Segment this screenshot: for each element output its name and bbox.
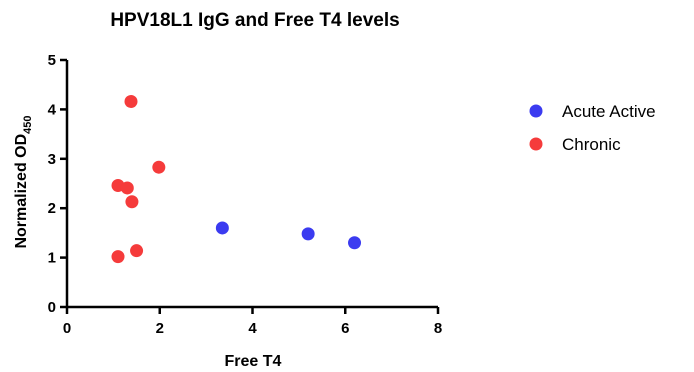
data-point-chronic xyxy=(111,250,125,264)
x-axis-label: Free T4 xyxy=(225,353,282,370)
svg-text:Normalized OD450: Normalized OD450 xyxy=(13,115,34,248)
data-points xyxy=(111,94,362,264)
tick-labels: 0 1 2 3 4 5 0 2 4 6 8 xyxy=(48,52,443,337)
x-tick-label: 8 xyxy=(434,320,442,337)
x-tick-label: 6 xyxy=(341,320,349,337)
legend-label: Chronic xyxy=(562,135,621,154)
data-point-acute-active xyxy=(348,236,362,250)
y-tick-label: 4 xyxy=(48,101,57,118)
legend-label: Acute Active xyxy=(562,102,656,121)
x-tick-label: 0 xyxy=(63,320,71,337)
y-tick-label: 5 xyxy=(48,52,56,69)
legend-marker xyxy=(529,104,543,118)
data-point-chronic xyxy=(124,94,138,108)
data-point-acute-active xyxy=(215,221,229,235)
data-point-chronic xyxy=(130,244,144,258)
axes xyxy=(60,58,440,314)
y-tick-label: 3 xyxy=(48,151,56,168)
y-axis-label: Normalized OD450 xyxy=(13,115,34,248)
data-point-acute-active xyxy=(301,227,315,241)
x-tick-label: 4 xyxy=(248,320,257,337)
legend: Acute Active Chronic xyxy=(529,102,656,154)
data-point-chronic xyxy=(120,181,134,195)
data-point-chronic xyxy=(125,195,139,209)
chart-title: HPV18L1 IgG and Free T4 levels xyxy=(110,10,399,31)
y-tick-label: 1 xyxy=(48,250,56,267)
y-axis-label-main: Normalized OD xyxy=(13,134,30,249)
legend-marker xyxy=(529,137,543,151)
y-tick-label: 0 xyxy=(48,299,56,316)
y-tick-label: 2 xyxy=(48,200,56,217)
x-tick-label: 2 xyxy=(156,320,164,337)
y-axis-label-subscript: 450 xyxy=(22,115,34,133)
data-point-chronic xyxy=(152,160,166,174)
